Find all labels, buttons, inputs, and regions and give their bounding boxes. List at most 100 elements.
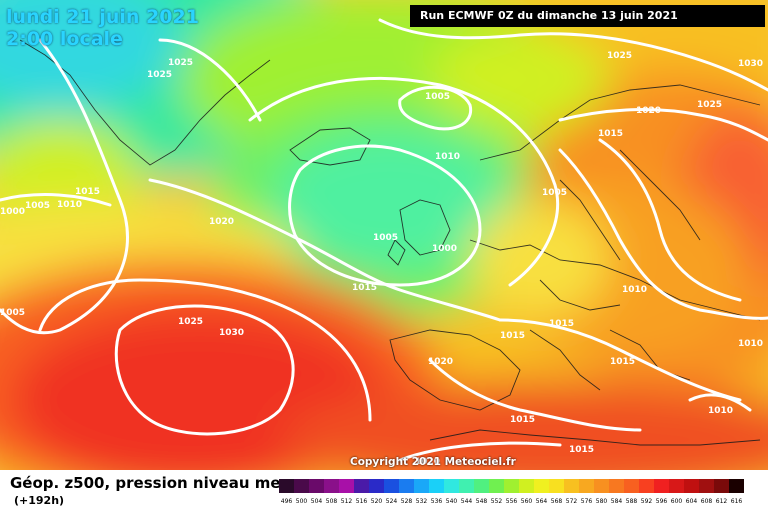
color-scale-label: 540 — [446, 498, 458, 505]
color-scale-label: 608 — [701, 498, 713, 505]
color-scale-swatch — [309, 479, 324, 493]
color-scale-label: 560 — [521, 498, 533, 505]
isobar-label: 1015 — [352, 283, 377, 293]
isobar-label: 1025 — [147, 70, 172, 80]
isobar-label: 1010 — [708, 406, 733, 416]
forecast-date-time: 2:00 locale — [6, 28, 123, 50]
color-scale-swatch — [549, 479, 564, 493]
color-scale-label: 592 — [641, 498, 653, 505]
color-scale-label: 520 — [371, 498, 383, 505]
isobar-label: 1010 — [57, 200, 82, 210]
isobar-label: 1015 — [75, 187, 100, 197]
color-scale-label: 516 — [356, 498, 368, 505]
isobar-label: 1025 — [607, 51, 632, 61]
coastlines — [19, 39, 761, 446]
color-scale-label: 568 — [551, 498, 563, 505]
color-scale-swatch — [429, 479, 444, 493]
color-scale-swatch — [489, 479, 504, 493]
forecast-map: 1025 1025 1025 1030 1005 1020 1025 1015 1010 1015… — [0, 0, 768, 470]
color-scale-swatch — [624, 479, 639, 493]
isobar-label: 1015 — [500, 331, 525, 341]
color-scale-label: 524 — [386, 498, 398, 505]
color-scale-label: 508 — [326, 498, 338, 505]
color-scale-swatch — [729, 479, 744, 493]
color-scale-swatch — [324, 479, 339, 493]
color-scale-label: 548 — [476, 498, 488, 505]
color-scale-label: 564 — [536, 498, 548, 505]
isobar-label: 1010 — [622, 285, 647, 295]
color-scale-label: 512 — [341, 498, 353, 505]
isobar-label: 1015 — [549, 319, 574, 329]
color-scale-label: 588 — [626, 498, 638, 505]
color-scale-label: 596 — [656, 498, 668, 505]
color-scale-swatch — [609, 479, 624, 493]
isobar-label: 1005 — [542, 188, 567, 198]
color-scale-label: 552 — [491, 498, 503, 505]
color-scale-swatch — [699, 479, 714, 493]
isobar-label: 1005 — [373, 233, 398, 243]
map-title: Géop. z500, pression niveau mer — [10, 474, 288, 492]
color-scale-label: 572 — [566, 498, 578, 505]
color-scale-swatch — [639, 479, 654, 493]
color-scale-label: 600 — [671, 498, 683, 505]
color-scale-swatch — [564, 479, 579, 493]
isobar-label: 1005 — [25, 201, 50, 211]
isobar-label: 1030 — [219, 328, 244, 338]
geopotential-field — [0, 0, 768, 470]
color-scale-label: 580 — [596, 498, 608, 505]
color-scale-swatch — [444, 479, 459, 493]
color-scale-swatch — [279, 479, 294, 493]
isobar-label: 1025 — [697, 100, 722, 110]
isobar-label: 1020 — [428, 357, 453, 367]
color-scale-swatch — [519, 479, 534, 493]
color-scale-label: 544 — [461, 498, 473, 505]
isobar-label: 1000 — [432, 244, 457, 254]
color-scale-label: 616 — [731, 498, 743, 505]
isobar-labels: 1025 1025 1025 1030 1005 1020 1025 1015 1010 1015… — [0, 51, 763, 467]
color-scale-swatch — [384, 479, 399, 493]
isobar-label: 1005 — [425, 92, 450, 102]
color-scale-swatch — [654, 479, 669, 493]
color-scale-swatch — [399, 479, 414, 493]
color-scale-swatch — [684, 479, 699, 493]
color-scale-swatch — [534, 479, 549, 493]
color-scale-swatch — [459, 479, 474, 493]
color-scale-label: 604 — [686, 498, 698, 505]
color-scale-label: 576 — [581, 498, 593, 505]
color-scale-label: 584 — [611, 498, 623, 505]
isobar-label: 1020 — [636, 106, 661, 116]
isobar-label: 1005 — [0, 308, 25, 318]
color-scale-swatch — [339, 479, 354, 493]
color-scale-label: 504 — [311, 498, 323, 505]
isobar-label: 1030 — [738, 59, 763, 69]
copyright: Copyright 2021 Meteociel.fr — [350, 456, 516, 468]
color-scale-swatch — [354, 479, 369, 493]
isobar-label: 1020 — [415, 457, 440, 467]
isobar-lines — [0, 18, 768, 462]
color-scale-swatch — [714, 479, 729, 493]
forecast-date: lundi 21 juin 2021 2:00 locale — [6, 6, 199, 50]
isobar-label: 1025 — [178, 317, 203, 327]
color-scale-label: 500 — [296, 498, 308, 505]
color-scale-label: 536 — [431, 498, 443, 505]
isobar-label: 1015 — [598, 129, 623, 139]
isobar-label: 1015 — [569, 445, 594, 455]
isobar-label: 1010 — [435, 152, 460, 162]
isobar-label: 1015 — [610, 357, 635, 367]
lead-time: (+192h) — [14, 494, 65, 507]
color-scale-swatch — [579, 479, 594, 493]
color-scale-swatch — [369, 479, 384, 493]
isobar-label: 1015 — [510, 415, 535, 425]
color-scale-swatch — [504, 479, 519, 493]
run-label: Run ECMWF 0Z du dimanche 13 juin 2021 — [410, 5, 765, 27]
color-scale-swatch — [594, 479, 609, 493]
color-scale-label: 612 — [716, 498, 728, 505]
color-scale-label: 496 — [281, 498, 293, 505]
isobar-label: 1025 — [168, 58, 193, 68]
isobar-label: 1010 — [738, 339, 763, 349]
color-scale-label: 556 — [506, 498, 518, 505]
color-scale-label: 528 — [401, 498, 413, 505]
color-scale-swatch — [669, 479, 684, 493]
color-scale-label: 532 — [416, 498, 428, 505]
color-scale: 496 500 504 508 512 516 520 524 528 532 536 540 544 5… — [279, 479, 744, 505]
